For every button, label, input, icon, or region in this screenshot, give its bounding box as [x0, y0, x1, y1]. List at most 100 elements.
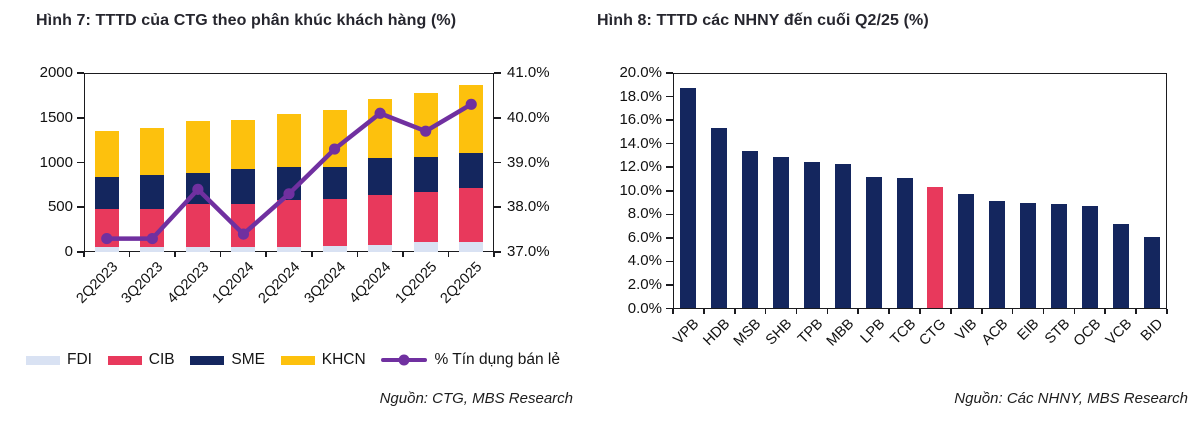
- bar-segment-sme-3Q2023: [140, 175, 165, 210]
- line-marker-3Q2024: [328, 143, 341, 155]
- legend-item-cib: CIB: [107, 351, 175, 369]
- x-axis-tick: [980, 308, 983, 314]
- bar-segment-sme-1Q2024: [231, 168, 256, 204]
- bar-segment-sme-3Q2024: [322, 166, 347, 199]
- bar-segment-fdi-3Q2023: [140, 247, 165, 252]
- y-tick-label: 4.0%: [627, 252, 662, 270]
- bar-segment-fdi-2Q2023: [94, 247, 119, 252]
- x-tick-label-3Q2023: 3Q2023: [118, 259, 167, 307]
- cib-swatch: [107, 355, 142, 365]
- line-marker-2Q2025: [465, 98, 477, 110]
- bar-segment-khcn-2Q2025: [459, 84, 484, 153]
- x-axis-tick: [950, 308, 952, 314]
- bar-segment-sme-1Q2025: [413, 157, 438, 193]
- bar-segment-sme-2Q2025: [459, 152, 484, 188]
- x-tick-label-BID: BID: [1137, 315, 1166, 344]
- bar-segment-fdi-1Q2025: [413, 242, 438, 252]
- bar-segment-cib-4Q2023: [185, 204, 210, 248]
- x-axis-tick: [219, 252, 222, 257]
- x-tick-label-CTG: CTG: [916, 315, 950, 349]
- y-left-tick-label: 500: [47, 198, 73, 216]
- x-axis-tick: [1073, 308, 1076, 314]
- y-right-tick-label: 37.0%: [507, 243, 550, 260]
- y-tick-label: 18.0%: [619, 87, 662, 105]
- y-tick: [666, 166, 673, 168]
- bar-segment-khcn-1Q2025: [413, 92, 438, 158]
- x-axis-tick: [733, 308, 736, 314]
- x-axis-tick: [1135, 308, 1137, 314]
- x-tick-label-1Q2025: 1Q2025: [392, 259, 440, 307]
- x-axis-tick: [310, 252, 313, 257]
- x-tick-label-3Q2024: 3Q2024: [301, 259, 349, 307]
- x-axis-tick: [1042, 308, 1045, 314]
- y-tick: [666, 142, 673, 145]
- x-tick-label-EIB: EIB: [1014, 315, 1043, 344]
- bar-segment-khcn-1Q2024: [231, 119, 256, 169]
- bar-segment-khcn-4Q2024: [368, 99, 393, 159]
- bar-STB: [1050, 203, 1067, 309]
- bar-segment-cib-3Q2024: [322, 198, 347, 246]
- figure8-title: Hình 8: TTTD các NHNY đến cuối Q2/25 (%): [597, 12, 929, 29]
- y-right-tick: [494, 251, 501, 253]
- bar-segment-fdi-2Q2024: [277, 247, 301, 252]
- y-tick: [666, 237, 673, 239]
- x-axis-tick: [402, 252, 404, 257]
- x-axis-tick: [795, 308, 798, 314]
- y-right-tick: [494, 161, 501, 164]
- bar-VPB: [680, 88, 697, 309]
- x-tick-label-4Q2024: 4Q2024: [346, 259, 395, 307]
- x-axis-tick: [672, 308, 674, 314]
- y-right-tick-label: 41.0%: [507, 64, 550, 81]
- x-tick-label-SHB: SHB: [762, 315, 796, 348]
- y-right-tick: [494, 206, 501, 209]
- bar-segment-fdi-4Q2023: [185, 247, 210, 252]
- y-tick: [666, 95, 673, 98]
- bar-segment-khcn-3Q2024: [322, 110, 347, 167]
- line-marker-4Q2024: [374, 107, 386, 119]
- bar-EIB: [1020, 202, 1037, 309]
- y-left-tick-label: 1500: [39, 108, 73, 126]
- y-tick: [666, 72, 673, 74]
- legend-label-sme: SME: [231, 351, 265, 368]
- bar-segment-fdi-2Q2025: [459, 242, 484, 252]
- x-tick-label-2Q2023: 2Q2023: [73, 259, 122, 307]
- x-tick-label-2Q2025: 2Q2025: [437, 259, 486, 307]
- x-axis-tick: [493, 252, 495, 257]
- figure7-legend: FDI CIB SME KHCN % Tín dụng bán lẻ: [26, 347, 560, 373]
- bar-TPB: [803, 162, 820, 309]
- bar-VIB: [958, 194, 975, 309]
- bar-SHB: [773, 156, 790, 309]
- y-left-tick: [77, 206, 84, 209]
- y-tick-label: 20.0%: [619, 64, 662, 81]
- x-tick-label-VPB: VPB: [670, 315, 703, 348]
- x-tick-label-4Q2023: 4Q2023: [164, 259, 213, 307]
- bar-segment-cib-1Q2024: [231, 203, 256, 248]
- y-right-tick-label: 38.0%: [507, 198, 550, 216]
- fdi-swatch: [26, 355, 60, 365]
- x-tick-label-MBB: MBB: [823, 315, 858, 350]
- legend-item-khcn: KHCN: [280, 351, 366, 369]
- bar-segment-fdi-1Q2024: [231, 247, 256, 252]
- retail-credit-line: [104, 102, 474, 241]
- bar-segment-khcn-3Q2023: [140, 128, 165, 176]
- line-marker-3Q2023: [146, 232, 158, 245]
- figure7-title: Hình 7: TTTD của CTG theo phân khúc khác…: [36, 12, 457, 29]
- y-tick-label: 14.0%: [619, 134, 662, 152]
- x-axis-tick: [919, 308, 921, 314]
- line-sample-marker: [398, 354, 410, 366]
- bar-ACB: [989, 201, 1006, 309]
- x-tick-label-1Q2024: 1Q2024: [209, 259, 258, 307]
- bar-segment-khcn-4Q2023: [185, 120, 210, 173]
- y-tick: [666, 260, 673, 263]
- x-tick-label-2Q2024: 2Q2024: [255, 259, 304, 307]
- x-axis-tick: [447, 252, 450, 257]
- legend-label-cib: CIB: [148, 351, 175, 368]
- x-axis-tick: [888, 308, 890, 314]
- bar-segment-cib-4Q2024: [368, 195, 393, 246]
- bar-segment-fdi-3Q2024: [322, 245, 347, 252]
- y-tick-label: 8.0%: [627, 205, 662, 223]
- bar-CTG: [927, 187, 944, 309]
- bar-HDB: [711, 128, 728, 309]
- y-left-tick: [77, 72, 84, 74]
